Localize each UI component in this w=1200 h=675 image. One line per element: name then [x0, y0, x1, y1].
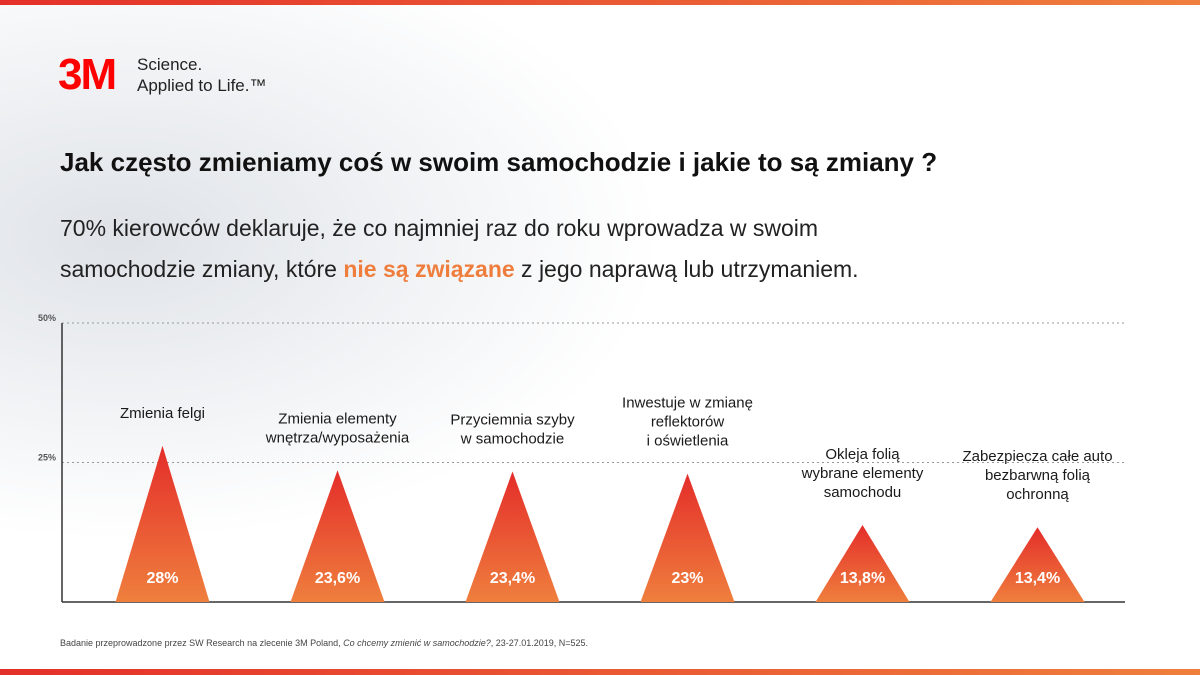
category-label: bezbarwną folią [985, 467, 1091, 484]
category-label: Zmienia elementy [278, 410, 397, 427]
footnote-italic: Co chcemy zmienić w samochodzie? [343, 638, 491, 648]
footnote-text: , 23-27.01.2019, N=525. [491, 638, 588, 648]
value-label: 28% [146, 570, 178, 587]
y-tick-label: 25% [38, 453, 56, 463]
category-label: ochronną [1006, 486, 1069, 503]
category-label: Inwestuje w zmianę [622, 395, 753, 412]
triangle [990, 527, 1085, 602]
logo-tagline: Science. [137, 55, 202, 74]
triangle [815, 524, 910, 602]
category-label: Zmienia felgi [120, 405, 205, 422]
subtitle-text: samochodzie zmiany, które [60, 256, 343, 282]
category-label: i oświetlenia [647, 433, 729, 450]
value-label: 13,8% [840, 570, 885, 587]
logo-mark: 3M [58, 50, 115, 99]
subtitle: samochodzie zmiany, które nie są związan… [60, 256, 859, 282]
category-label: w samochodzie [460, 430, 564, 447]
triangle [290, 470, 385, 602]
category-label: Zabezpiecza całe auto [962, 448, 1112, 465]
value-label: 23,6% [315, 570, 360, 587]
top-stripe [0, 0, 1200, 5]
footnote: Badanie przeprowadzone przez SW Research… [60, 638, 588, 648]
triangle [640, 473, 735, 602]
bottom-stripe [0, 669, 1200, 675]
value-label: 13,4% [1015, 570, 1060, 587]
category-label: samochodu [824, 484, 902, 501]
category-label: Przyciemnia szyby [450, 411, 575, 428]
subtitle-highlight: nie są związane [343, 256, 514, 282]
value-label: 23% [671, 570, 703, 587]
subtitle-text: z jego naprawą lub utrzymaniem. [515, 256, 859, 282]
triangle [115, 445, 210, 602]
category-label: wnętrza/wyposażenia [265, 429, 410, 446]
logo-tagline: Applied to Life.™ [137, 76, 266, 95]
subtitle: 70% kierowców deklaruje, że co najmniej … [60, 215, 818, 241]
footnote-text: Badanie przeprowadzone przez SW Research… [60, 638, 343, 648]
category-label: Okleja folią [825, 446, 900, 463]
category-label: reflektorów [651, 414, 725, 431]
y-tick-label: 50% [38, 313, 56, 323]
category-label: wybrane elementy [801, 465, 924, 482]
triangle [465, 471, 560, 602]
title: Jak często zmieniamy coś w swoim samocho… [60, 147, 937, 177]
value-label: 23,4% [490, 570, 535, 587]
